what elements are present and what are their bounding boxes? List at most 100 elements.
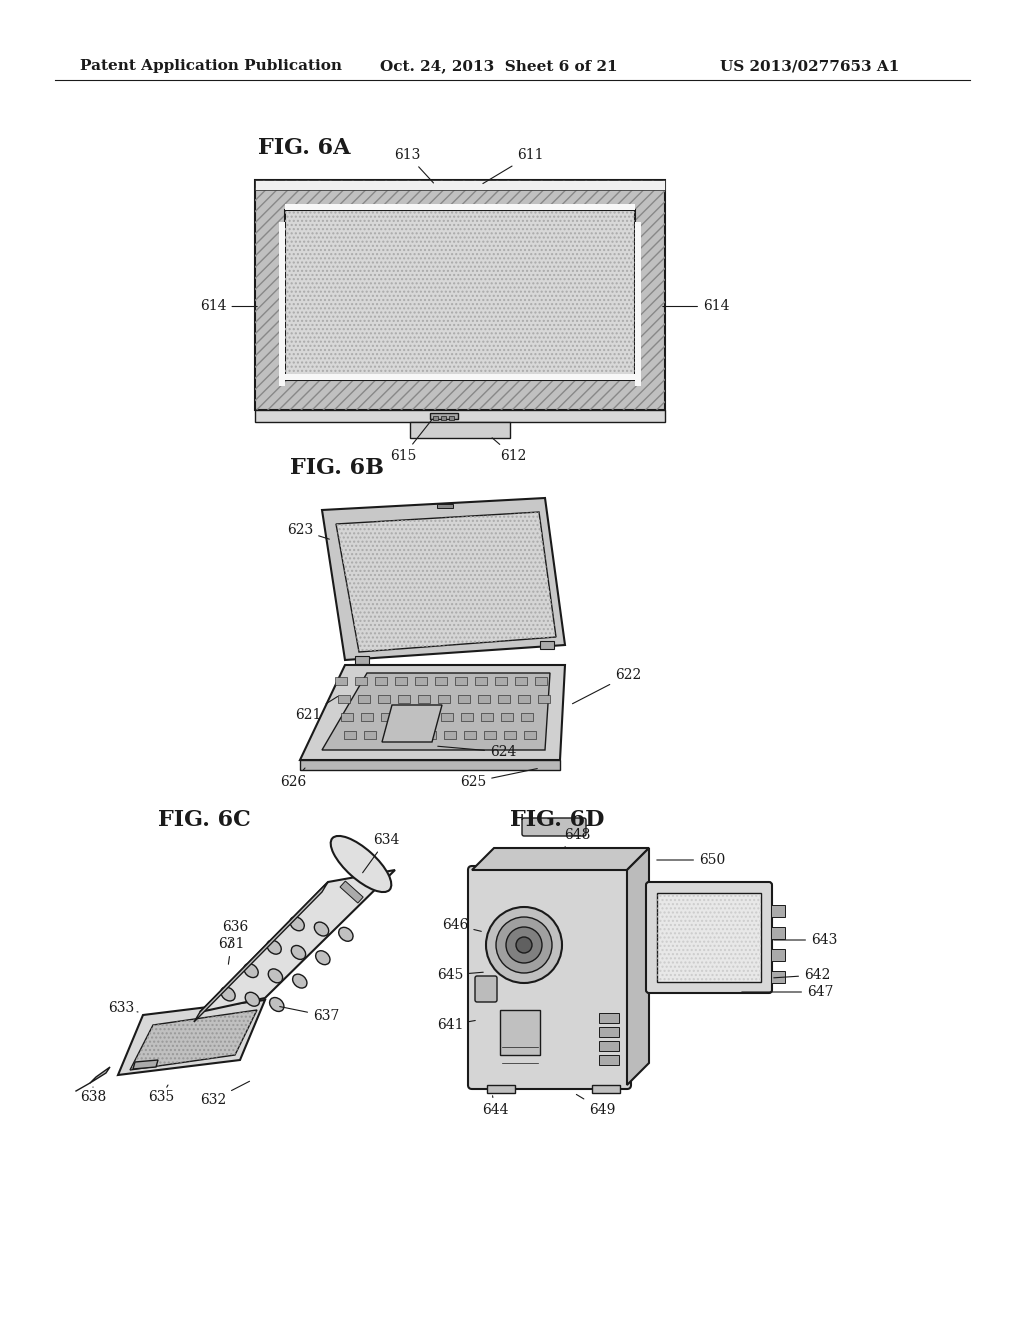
- Bar: [255, 180, 665, 190]
- Polygon shape: [194, 882, 328, 1022]
- Text: 644: 644: [482, 1096, 509, 1117]
- FancyBboxPatch shape: [646, 882, 772, 993]
- Ellipse shape: [269, 998, 284, 1011]
- Ellipse shape: [291, 945, 305, 960]
- Bar: [355, 656, 369, 664]
- Text: 637: 637: [280, 1007, 339, 1023]
- Text: 645: 645: [437, 968, 483, 982]
- Bar: [504, 731, 516, 739]
- Text: 612: 612: [493, 438, 526, 463]
- Text: Patent Application Publication: Patent Application Publication: [80, 59, 342, 73]
- Text: 622: 622: [572, 668, 641, 704]
- Text: 636: 636: [222, 920, 248, 948]
- Bar: [355, 677, 367, 685]
- Bar: [279, 222, 285, 385]
- Text: 611: 611: [483, 148, 544, 183]
- Bar: [771, 972, 785, 983]
- Bar: [335, 677, 347, 685]
- Bar: [378, 696, 390, 704]
- Text: US 2013/0277653 A1: US 2013/0277653 A1: [720, 59, 899, 73]
- Bar: [599, 1055, 618, 1065]
- Bar: [285, 374, 635, 380]
- Polygon shape: [300, 665, 565, 760]
- Polygon shape: [133, 1060, 158, 1069]
- Ellipse shape: [267, 940, 282, 954]
- Bar: [285, 210, 635, 380]
- Bar: [404, 731, 416, 739]
- Text: Oct. 24, 2013  Sheet 6 of 21: Oct. 24, 2013 Sheet 6 of 21: [380, 59, 617, 73]
- Bar: [384, 731, 396, 739]
- Bar: [430, 413, 458, 418]
- Ellipse shape: [244, 964, 258, 978]
- Polygon shape: [322, 498, 565, 660]
- Polygon shape: [118, 1001, 265, 1074]
- Bar: [484, 731, 496, 739]
- Polygon shape: [200, 870, 395, 1012]
- Text: 642: 642: [774, 968, 830, 982]
- Bar: [455, 677, 467, 685]
- Bar: [424, 731, 436, 739]
- Text: 614: 614: [663, 300, 729, 314]
- FancyBboxPatch shape: [468, 866, 631, 1089]
- Bar: [340, 880, 364, 903]
- Text: FIG. 6D: FIG. 6D: [510, 809, 604, 832]
- Bar: [441, 713, 453, 721]
- Bar: [475, 677, 487, 685]
- Bar: [464, 731, 476, 739]
- Bar: [398, 696, 410, 704]
- Text: 614: 614: [200, 300, 257, 314]
- Bar: [500, 1010, 540, 1055]
- Bar: [478, 696, 490, 704]
- Ellipse shape: [221, 987, 236, 1001]
- Bar: [441, 416, 446, 420]
- Text: 626: 626: [280, 768, 306, 789]
- Polygon shape: [130, 1010, 257, 1071]
- Text: 613: 613: [394, 148, 433, 183]
- Text: 624: 624: [438, 744, 516, 759]
- Bar: [487, 1085, 515, 1093]
- Bar: [285, 205, 635, 210]
- Bar: [381, 713, 393, 721]
- Bar: [535, 677, 547, 685]
- Bar: [410, 422, 510, 438]
- Polygon shape: [300, 760, 560, 770]
- Polygon shape: [336, 512, 556, 652]
- Text: 647: 647: [741, 985, 834, 999]
- Bar: [449, 416, 454, 420]
- Bar: [285, 210, 635, 380]
- Text: 650: 650: [656, 853, 725, 867]
- Text: 649: 649: [577, 1094, 615, 1117]
- Text: 633: 633: [108, 1001, 138, 1015]
- Bar: [437, 504, 453, 508]
- Ellipse shape: [314, 923, 329, 936]
- Text: FIG. 6B: FIG. 6B: [290, 457, 384, 479]
- Bar: [599, 1027, 618, 1038]
- Ellipse shape: [339, 928, 353, 941]
- Ellipse shape: [268, 969, 283, 983]
- Bar: [358, 696, 370, 704]
- Ellipse shape: [245, 993, 259, 1006]
- Bar: [395, 677, 407, 685]
- Ellipse shape: [293, 974, 307, 989]
- Bar: [540, 642, 554, 649]
- Bar: [521, 713, 534, 721]
- Text: 625: 625: [460, 768, 538, 789]
- Polygon shape: [382, 705, 442, 742]
- Bar: [635, 222, 641, 385]
- Text: 635: 635: [148, 1085, 174, 1104]
- Bar: [771, 906, 785, 917]
- Ellipse shape: [331, 836, 391, 892]
- Text: 648: 648: [564, 828, 591, 847]
- Bar: [592, 1085, 620, 1093]
- Bar: [341, 713, 353, 721]
- Bar: [338, 696, 350, 704]
- Text: FIG. 6C: FIG. 6C: [158, 809, 251, 832]
- Bar: [444, 731, 456, 739]
- FancyBboxPatch shape: [475, 975, 497, 1002]
- Polygon shape: [627, 847, 649, 1085]
- Bar: [771, 927, 785, 939]
- Bar: [255, 180, 665, 411]
- Bar: [418, 696, 430, 704]
- Bar: [435, 677, 447, 685]
- Text: 638: 638: [80, 1086, 106, 1104]
